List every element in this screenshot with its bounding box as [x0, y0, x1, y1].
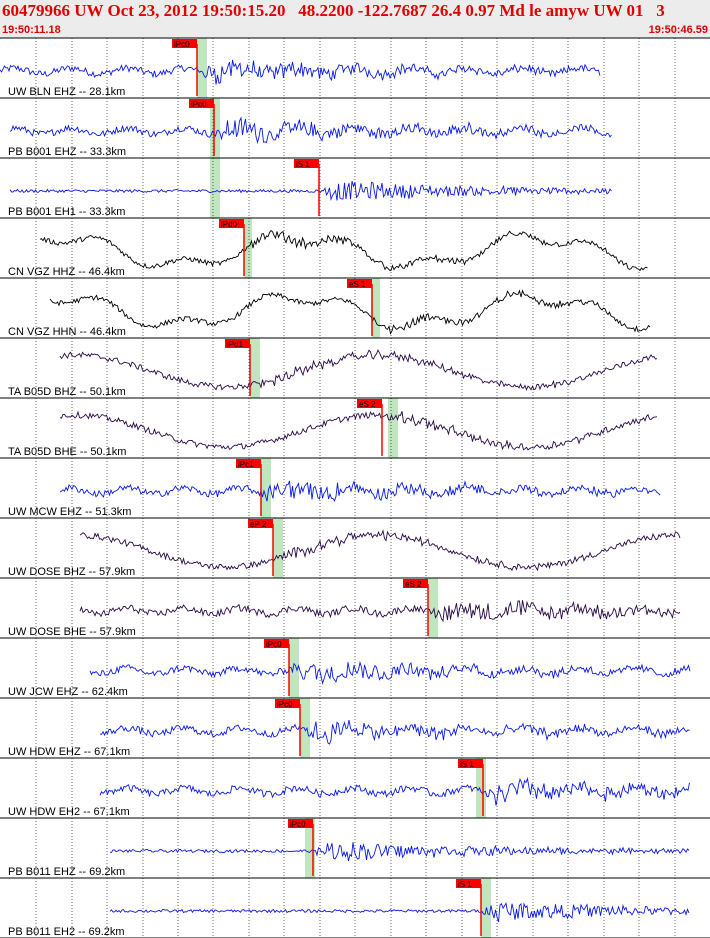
pick-tag[interactable] — [225, 339, 250, 348]
pick-label: iS 1 — [296, 160, 310, 169]
trace-row[interactable]: iPd1 TA B05D BHZ -- 50.1km — [0, 339, 710, 399]
trace-row[interactable]: iS 1 PB B011 EH2 -- 69.2km — [0, 879, 710, 938]
event-title: 60479966 UW Oct 23, 2012 19:50:15.20 48.… — [2, 1, 665, 20]
event-header: 60479966 UW Oct 23, 2012 19:50:15.20 48.… — [0, 0, 710, 38]
station-channel-label: UW DOSE BHE -- 57.9km — [8, 626, 136, 638]
station-channel-label: PB B011 EH2 -- 69.2km — [8, 926, 125, 938]
trace-row[interactable]: iS 1 PB B001 EH1 -- 33.3km — [0, 159, 710, 219]
pick-window-band — [289, 638, 299, 698]
station-channel-label: PB B011 EHZ -- 69.2km — [8, 866, 125, 878]
station-channel-label: UW DOSE BHZ -- 57.9km — [8, 566, 135, 578]
station-channel-label: UW JCW EHZ -- 62.4km — [8, 686, 128, 698]
pick-window-band — [244, 218, 252, 278]
trace-row[interactable]: eS 2 TA B05D BHE -- 50.1km — [0, 399, 710, 459]
trace-row[interactable]: iPc0 PB B011 EHZ -- 69.2km — [0, 819, 710, 879]
pick-window-band — [250, 338, 260, 398]
pick-window-band — [210, 98, 220, 158]
pick-window-band — [305, 818, 315, 878]
pick-tag[interactable] — [172, 39, 197, 48]
pick-label: iS 1 — [460, 760, 474, 769]
time-start-label: 19:50:11.18 — [2, 24, 61, 36]
trace-row[interactable]: eS 2 UW DOSE BHE -- 57.9km — [0, 579, 710, 639]
pick-tag[interactable] — [219, 219, 244, 228]
pick-window-band — [300, 698, 310, 758]
pick-label: eS 2 — [359, 400, 376, 409]
station-channel-label: UW MCW EHZ -- 51.3km — [8, 506, 131, 518]
trace-row[interactable]: iPc0 UW BLN EHZ -- 28.1km — [0, 39, 710, 99]
waveform-trace — [89, 660, 691, 685]
pick-label: eS 2 — [405, 580, 422, 589]
station-channel-label: PB B001 EHZ -- 33.3km — [8, 146, 126, 158]
pick-window-band — [210, 158, 220, 218]
waveform-trace — [59, 479, 661, 502]
pick-tag[interactable] — [357, 399, 382, 408]
station-channel-label: TA B05D BHZ -- 50.1km — [8, 386, 126, 398]
trace-row[interactable]: iPc1 UW MCW EHZ -- 51.3km — [0, 459, 710, 519]
pick-tag[interactable] — [264, 639, 289, 648]
waveform-trace — [109, 902, 690, 923]
pick-window-band — [388, 398, 398, 458]
station-channel-label: CN VGZ HHN -- 46.4km — [8, 326, 126, 338]
waveform-trace — [0, 59, 601, 85]
pick-tag[interactable] — [456, 879, 481, 888]
pick-tag[interactable] — [248, 519, 273, 528]
pick-tag[interactable] — [288, 819, 313, 828]
pick-label: iPc0 — [266, 640, 282, 649]
trace-row[interactable]: eS 1 CN VGZ HHN -- 46.4km — [0, 279, 710, 339]
pick-label: iPc0 — [277, 700, 293, 709]
pick-window-band — [273, 518, 283, 578]
pick-label: iS 1 — [458, 880, 472, 889]
pick-tag[interactable] — [189, 99, 214, 108]
waveform-trace — [99, 720, 690, 745]
pick-window-band — [197, 38, 207, 98]
waveform-trace — [49, 289, 651, 335]
pick-window-band — [476, 758, 486, 818]
waveform-trace — [79, 529, 681, 572]
station-channel-label: UW BLN EHZ -- 28.1km — [8, 86, 125, 98]
waveform-trace — [9, 116, 612, 145]
pick-label: iPc0 — [174, 40, 190, 49]
time-end-label: 19:50:46.59 — [648, 24, 708, 36]
pick-tag[interactable] — [347, 279, 372, 288]
trace-row[interactable]: iPd0 CN VGZ HHZ -- 46.4km — [0, 219, 710, 279]
pick-tag[interactable] — [294, 159, 319, 168]
pick-label: eS 1 — [349, 280, 366, 289]
waveform-trace — [9, 180, 612, 202]
pick-tag[interactable] — [236, 459, 261, 468]
trace-row[interactable]: iPc0 UW JCW EHZ -- 62.4km — [0, 639, 710, 699]
waveform-trace — [109, 842, 690, 862]
station-channel-label: CN VGZ HHZ -- 46.4km — [8, 266, 125, 278]
pick-label: iPd0 — [221, 220, 238, 229]
station-channel-label: UW HDW EHZ -- 67.1km — [8, 746, 130, 758]
station-channel-label: PB B001 EH1 -- 33.3km — [8, 206, 125, 218]
pick-tag[interactable] — [458, 759, 483, 768]
pick-tag[interactable] — [403, 579, 428, 588]
pick-label: iPc0 — [290, 820, 306, 829]
waveform-trace — [99, 777, 690, 806]
pick-label: iPc1 — [238, 460, 254, 469]
station-channel-label: TA B05D BHE -- 50.1km — [8, 446, 126, 458]
waveform-trace — [39, 229, 648, 272]
waveform-trace — [79, 600, 681, 623]
trace-row[interactable]: iS 1 UW HDW EH2 -- 67.1km — [0, 759, 710, 819]
trace-row[interactable]: iPc0 UW HDW EHZ -- 67.1km — [0, 699, 710, 759]
pick-window-band — [428, 578, 438, 638]
pick-label: eP 2 — [250, 520, 267, 529]
waveform-trace — [59, 410, 658, 451]
trace-row[interactable]: eP 2 UW DOSE BHZ -- 57.9km — [0, 519, 710, 579]
waveform-trace — [59, 349, 658, 392]
station-channel-label: UW HDW EH2 -- 67.1km — [8, 806, 130, 818]
trace-row[interactable]: iPc0 PB B001 EHZ -- 33.3km — [0, 99, 710, 159]
pick-label: iPd1 — [227, 340, 244, 349]
pick-tag[interactable] — [275, 699, 300, 708]
pick-window-band — [261, 458, 271, 518]
pick-label: iPc0 — [191, 100, 207, 109]
pick-window-band — [372, 278, 380, 338]
